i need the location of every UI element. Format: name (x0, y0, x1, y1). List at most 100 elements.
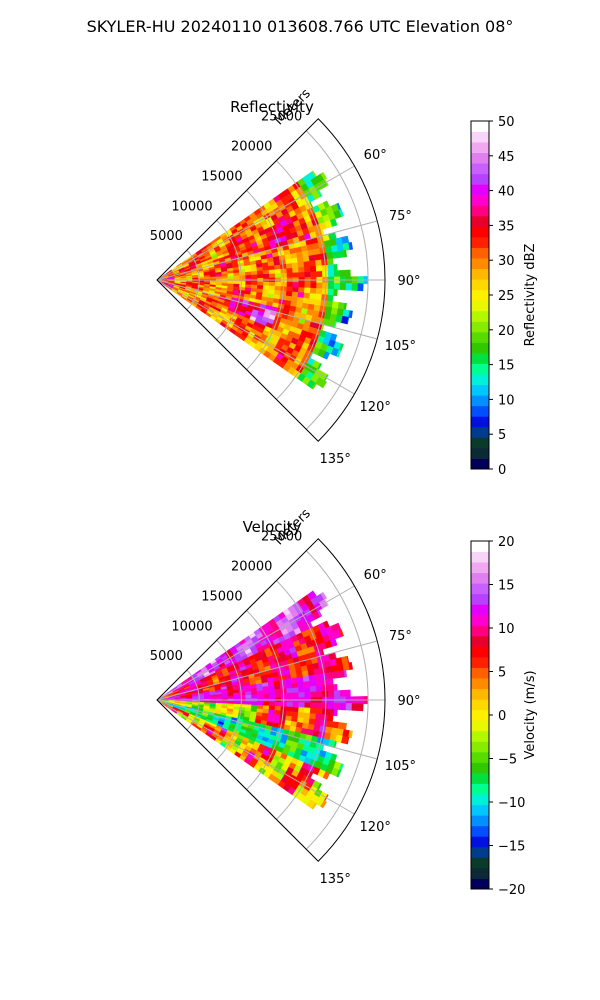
colorbar-tick-label: −20 (498, 883, 525, 898)
colorbar: 0 5 10 15 20 25 30 35 40 45 50 Reflectivity dBZ (470, 115, 538, 478)
colorbar-tick-label: −10 (498, 796, 525, 811)
panel-title: Reflectivity (230, 98, 314, 116)
colorbar-swatch (471, 416, 489, 428)
colorbar-swatch (471, 720, 489, 732)
colorbar-swatch (471, 237, 489, 248)
range-tick-label: 10000 (171, 199, 212, 214)
colorbar-swatch (471, 846, 489, 858)
colorbar-swatch (471, 709, 489, 721)
azimuth-tick-label: 120° (360, 820, 391, 835)
colorbar-swatch (471, 762, 489, 774)
radar-field (156, 170, 369, 390)
azimuth-tick-label: 105° (385, 339, 416, 354)
colorbar-swatch (471, 121, 489, 132)
colorbar-swatch (471, 625, 489, 637)
colorbar-swatch (471, 562, 489, 574)
colorbar-swatch (471, 836, 489, 848)
colorbar-tick-label: −15 (498, 840, 525, 855)
colorbar-swatch (471, 363, 489, 375)
colorbar-swatch (471, 447, 489, 459)
azimuth-tick-label: 120° (360, 400, 391, 415)
colorbar-swatch (471, 215, 489, 227)
colorbar-swatch (471, 783, 489, 795)
colorbar-swatch (471, 384, 489, 396)
colorbar-tick-label: 25 (498, 289, 515, 304)
colorbar-swatch (471, 279, 489, 291)
colorbar: −20 −15 −10 −5 0 5 10 15 20 Velocity (m/s) (470, 535, 538, 898)
range-tick-label: 25000 (261, 530, 302, 545)
colorbar-swatch (471, 331, 489, 343)
colorbar-swatch (471, 794, 489, 806)
colorbar-tick-label: 5 (498, 428, 506, 443)
colorbar-swatch (471, 163, 489, 175)
colorbar-swatch (471, 551, 489, 563)
colorbar-swatch (471, 289, 489, 301)
colorbar-swatch (471, 173, 489, 185)
colorbar-swatch (471, 646, 489, 658)
colorbar-swatch (471, 878, 489, 890)
colorbar-swatch (471, 751, 489, 763)
colorbar-swatch (471, 152, 489, 164)
range-tick-label: 20000 (231, 560, 272, 575)
range-tick-label: 25000 (261, 110, 302, 125)
colorbar-tick-label: 0 (498, 463, 506, 478)
colorbar-tick-label: 30 (498, 254, 515, 269)
velocity-panel: Velocity500010000150002000025000Meters60… (150, 506, 538, 898)
colorbar-label: Reflectivity dBZ (523, 244, 538, 347)
colorbar-swatch (471, 815, 489, 827)
colorbar-swatch (471, 131, 489, 143)
colorbar-swatch (471, 205, 489, 217)
colorbar-swatch (471, 635, 489, 647)
colorbar-swatch (471, 226, 489, 238)
colorbar-swatch (471, 353, 489, 364)
colorbar-swatch (471, 857, 489, 869)
azimuth-grid-line (156, 699, 355, 815)
colorbar-swatch (471, 825, 489, 837)
colorbar-tick-label: 50 (498, 115, 515, 130)
colorbar-swatch (471, 583, 489, 595)
colorbar-tick-label: 40 (498, 185, 515, 200)
azimuth-tick-label: 90° (397, 274, 420, 289)
colorbar-tick-label: 20 (498, 324, 515, 339)
sector-frame (156, 538, 386, 862)
colorbar-swatch (471, 268, 489, 280)
colorbar-swatch (471, 374, 489, 386)
colorbar-swatch (471, 572, 489, 584)
colorbar-swatch (471, 458, 489, 470)
colorbar-swatch (471, 321, 489, 333)
range-tick-label: 5000 (150, 229, 183, 244)
colorbar-swatch (471, 688, 489, 700)
colorbar-tick-label: 10 (498, 622, 515, 637)
colorbar-swatch (471, 184, 489, 196)
colorbar-swatch (471, 426, 489, 438)
azimuth-grid-line (156, 165, 355, 281)
colorbar-swatch (471, 730, 489, 742)
azimuth-grid-line (156, 279, 355, 395)
colorbar-tick-label: 15 (498, 579, 515, 594)
range-tick-label: 5000 (150, 649, 183, 664)
range-tick-label: 15000 (201, 169, 242, 184)
azimuth-grid-line (156, 220, 378, 281)
figure-suptitle: SKYLER-HU 20240110 013608.766 UTC Elevat… (87, 17, 514, 36)
colorbar-swatch (471, 604, 489, 616)
colorbar-swatch (471, 657, 489, 668)
azimuth-tick-label: 105° (385, 759, 416, 774)
sector-frame (156, 118, 386, 442)
colorbar-tick-label: 15 (498, 359, 515, 374)
colorbar-tick-label: −5 (498, 753, 517, 768)
colorbar-tick-label: 20 (498, 535, 515, 550)
azimuth-grid-line (156, 585, 355, 701)
range-tick-label: 10000 (171, 619, 212, 634)
range-tick-label: 20000 (231, 140, 272, 155)
azimuth-tick-label: 75° (389, 629, 412, 644)
azimuth-tick-label: 60° (364, 568, 387, 583)
panel-title: Velocity (243, 518, 302, 536)
colorbar-tick-label: 45 (498, 150, 515, 165)
colorbar-swatch (471, 867, 489, 879)
azimuth-grid-line (156, 640, 378, 701)
colorbar-tick-label: 35 (498, 219, 515, 234)
colorbar-swatch (471, 678, 489, 690)
colorbar-label: Velocity (m/s) (523, 670, 538, 759)
colorbar-swatch (471, 804, 489, 816)
